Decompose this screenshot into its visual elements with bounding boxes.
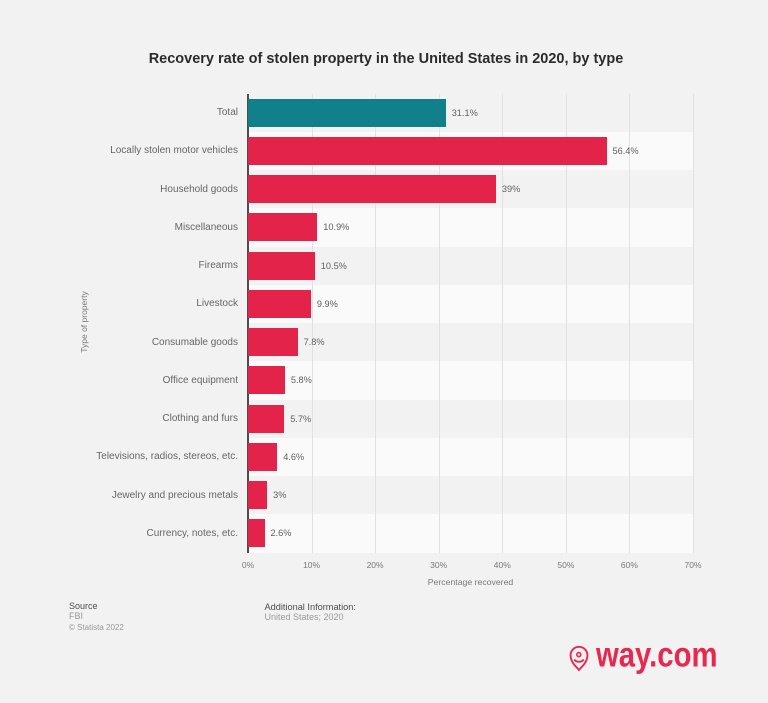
svg-text:way.com: way.com: [595, 635, 717, 675]
